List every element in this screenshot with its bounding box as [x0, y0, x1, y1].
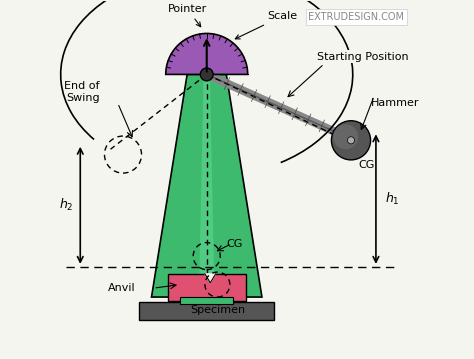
Wedge shape [166, 33, 248, 74]
Bar [167, 274, 246, 300]
Text: End of
Swing: End of Swing [64, 81, 100, 103]
Text: $h_1$: $h_1$ [385, 191, 400, 207]
Circle shape [201, 68, 213, 81]
Bar [180, 297, 233, 304]
Text: Hammer: Hammer [371, 98, 419, 108]
Circle shape [331, 121, 371, 160]
Text: Specimen: Specimen [190, 304, 245, 314]
Polygon shape [152, 74, 262, 297]
Text: Anvil: Anvil [108, 283, 136, 293]
Text: EXTRUDESIGN.COM: EXTRUDESIGN.COM [309, 12, 404, 22]
Circle shape [347, 137, 355, 144]
Text: Pointer: Pointer [167, 4, 207, 27]
Text: Scale: Scale [235, 11, 297, 39]
Polygon shape [205, 274, 216, 283]
Text: $h_2$: $h_2$ [59, 197, 73, 213]
Text: Starting Position: Starting Position [317, 52, 409, 62]
Polygon shape [199, 74, 215, 297]
Circle shape [333, 124, 358, 149]
Bar [139, 302, 274, 320]
Text: CG: CG [226, 239, 243, 249]
Text: CG: CG [358, 160, 374, 170]
